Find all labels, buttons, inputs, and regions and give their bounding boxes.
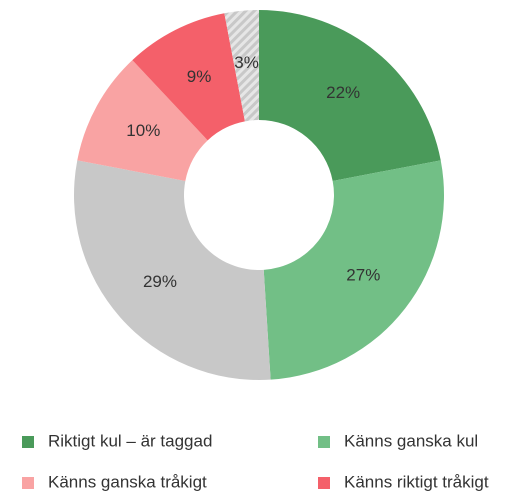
legend-swatch: [22, 477, 34, 489]
legend-label: Känns ganska kul: [344, 431, 478, 450]
legend-swatch: [22, 436, 34, 448]
donut-slice: [77, 60, 208, 181]
donut-slice: [132, 13, 245, 141]
legend-label: Känns riktigt tråkigt: [344, 472, 489, 491]
data-label: 10%: [126, 121, 160, 140]
data-label: 27%: [346, 265, 380, 284]
legend-label: Riktigt kul – är taggad: [48, 431, 212, 450]
donut-slice: [73, 160, 271, 381]
data-label: 29%: [143, 272, 177, 291]
legend-swatch: [318, 477, 330, 489]
legend-swatch: [318, 436, 330, 448]
data-label: 3%: [234, 53, 259, 72]
data-label: 22%: [326, 83, 360, 102]
donut-slice: [263, 160, 444, 380]
donut-slice: [259, 10, 441, 181]
donut-slice: [224, 10, 259, 122]
data-label: 9%: [187, 67, 212, 86]
legend-label: Känns ganska tråkigt: [48, 472, 207, 491]
